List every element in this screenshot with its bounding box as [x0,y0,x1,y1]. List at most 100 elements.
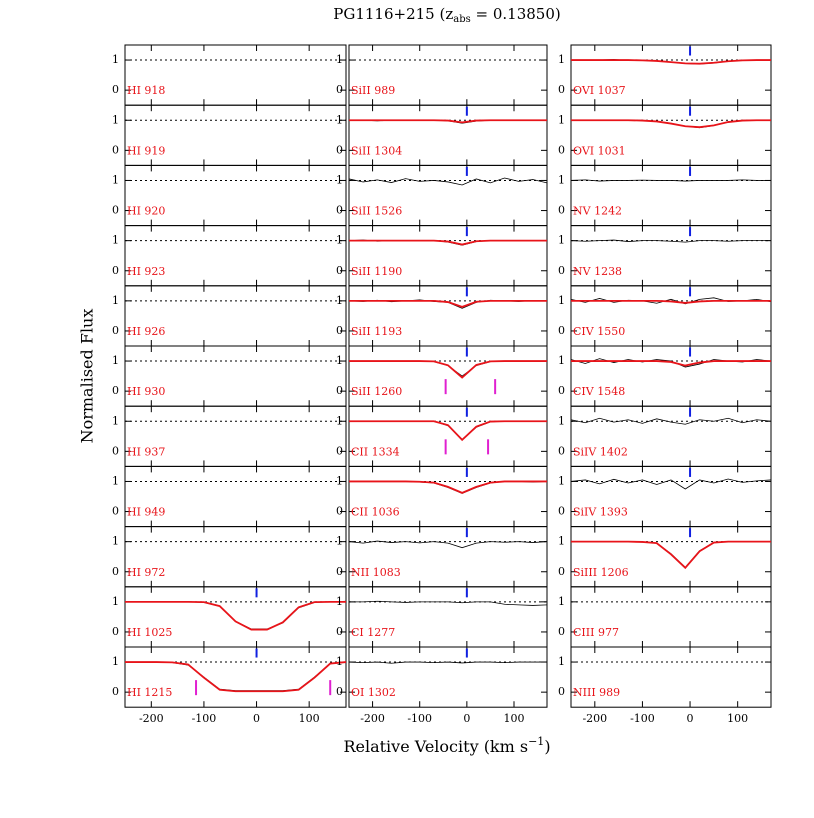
y-tick-label: 0 [112,204,119,217]
y-axis-label: Normalised Flux [78,309,97,444]
panel-label: NIII 989 [573,686,620,699]
spectrum [570,478,772,490]
panel-label: SiIII 1206 [573,566,629,579]
panel-label: NII 1083 [351,566,401,579]
x-tick-label: -200 [139,712,164,725]
x-tick-label: 100 [727,712,748,725]
y-tick-label: 1 [112,535,119,548]
y-tick-label: 1 [112,234,119,247]
panel-label: OI 1302 [351,686,396,699]
y-tick-label: 1 [112,595,119,608]
y-tick-label: 1 [112,173,119,186]
y-tick-label: 1 [336,655,343,668]
panel-label: CI 1277 [351,626,395,639]
spectrum [570,179,771,182]
y-tick-label: 1 [336,474,343,487]
y-tick-label: 1 [336,354,343,367]
y-tick-label: 0 [112,384,119,397]
panel-label: HI 923 [127,265,165,278]
model-fit [349,239,547,246]
panel-label: HI 937 [127,445,165,458]
panel-label: HI 972 [127,566,165,579]
model-fit [571,59,771,65]
y-tick-label: 0 [558,625,565,638]
y-tick-label: 1 [112,354,119,367]
title-main: PG1116+215 (z [333,5,453,23]
model-fit [571,299,771,304]
x-label-end: ) [544,737,550,756]
y-tick-label: 1 [336,113,343,126]
spectrum [349,360,547,377]
model-fit [125,661,347,693]
spectrum [348,661,547,664]
panel-label: SiII 1304 [351,144,402,157]
title-sub: abs [453,14,471,25]
y-tick-label: 0 [558,204,565,217]
panel-label: HI 1025 [127,626,172,639]
model-fit [349,360,547,379]
panel-label: HI 926 [127,325,165,338]
y-tick-label: 1 [558,595,565,608]
model-fit [571,540,771,570]
y-tick-label: 0 [558,83,565,96]
y-tick-label: 0 [336,83,343,96]
panel-label: HI 918 [127,84,165,97]
y-tick-label: 1 [112,655,119,668]
title-end: = 0.13850) [471,5,561,23]
panel-label: HI 919 [127,144,165,157]
y-tick-label: 0 [558,444,565,457]
x-tick-label: -200 [582,712,607,725]
spectrum [348,540,548,549]
panel-label: SiII 1260 [351,385,402,398]
panel-label: OVI 1031 [573,144,626,157]
y-tick-label: 0 [112,565,119,578]
y-tick-label: 1 [558,234,565,247]
y-tick-label: 0 [558,143,565,156]
y-tick-label: 1 [558,113,565,126]
y-tick-label: 0 [336,505,343,518]
panel-label: SiII 989 [351,84,395,97]
panel-label: CII 1036 [351,506,400,519]
panel-label: CII 1334 [351,445,400,458]
model-fit [125,600,346,631]
y-tick-label: 0 [112,444,119,457]
y-tick-label: 1 [336,595,343,608]
y-tick-label: 1 [558,294,565,307]
y-tick-label: 0 [558,384,565,397]
chart-title: PG1116+215 (zabs = 0.13850) [333,5,560,25]
y-tick-label: 0 [336,143,343,156]
panel-frame [124,646,347,708]
y-tick-label: 0 [112,625,119,638]
y-tick-label: 1 [558,354,565,367]
panel-label: HI 930 [127,385,165,398]
panel-label: NV 1238 [573,265,622,278]
y-tick-label: 1 [336,53,343,66]
panel-label: HI 1215 [127,686,172,699]
x-axis-label: Relative Velocity (km s−1) [343,735,550,756]
spectrum [349,420,547,440]
y-tick-label: 0 [558,505,565,518]
y-tick-label: 0 [336,384,343,397]
y-tick-label: 0 [112,143,119,156]
y-tick-label: 0 [112,505,119,518]
y-tick-label: 0 [558,324,565,337]
y-tick-label: 0 [112,264,119,277]
panel-label: OVI 1037 [573,84,626,97]
y-tick-label: 1 [558,173,565,186]
y-tick-label: 1 [336,535,343,548]
y-tick-label: 1 [558,535,565,548]
y-tick-label: 0 [336,565,343,578]
y-tick-label: 1 [112,474,119,487]
model-fit [349,119,547,124]
x-tick-label: 0 [687,712,694,725]
y-tick-label: 1 [336,234,343,247]
y-tick-label: 1 [558,53,565,66]
y-tick-label: 1 [112,53,119,66]
panel-label: CIV 1548 [573,385,625,398]
x-tick-label: -100 [630,712,655,725]
panel-label: SiIV 1402 [573,445,628,458]
y-tick-label: 0 [336,625,343,638]
panel-frame [348,646,548,708]
panel-frame [570,646,772,708]
